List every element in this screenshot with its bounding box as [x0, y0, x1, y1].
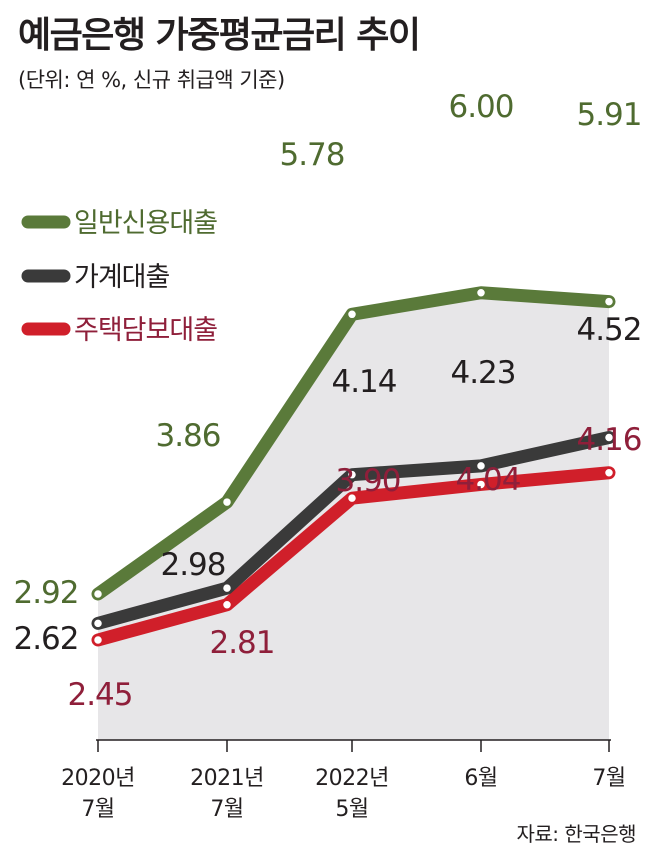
data-label-household: 4.14 — [331, 364, 396, 400]
x-tick-label-line: 7월 — [592, 766, 625, 791]
x-tick-label-1: 2021년 7월 — [190, 766, 264, 822]
data-point-household — [92, 618, 104, 629]
x-tick-label-line: 2021년 — [190, 766, 264, 791]
chart-title: 예금은행 가중평균금리 추이 — [18, 15, 421, 56]
data-point-household — [603, 432, 615, 443]
data-point-mortgage — [346, 492, 358, 504]
x-tick-label-line: 2020년 — [61, 766, 135, 791]
data-point-credit — [475, 287, 487, 299]
data-label-mortgage: 2.45 — [67, 677, 132, 713]
x-tick-label-0: 2020년 7월 — [61, 766, 135, 822]
legend-label-mortgage: 주택담보대출 — [74, 315, 217, 346]
data-label-credit: 3.86 — [155, 418, 220, 454]
data-point-credit — [346, 309, 358, 320]
data-label-household: 2.98 — [160, 547, 225, 583]
x-tick-label-2: 2022년 5월 — [315, 766, 389, 822]
data-label-credit: 5.78 — [279, 137, 344, 173]
legend-label-credit: 일반신용대출 — [74, 208, 217, 239]
data-point-mortgage — [92, 634, 104, 646]
data-point-mortgage — [603, 467, 615, 478]
data-point-household — [346, 469, 358, 480]
data-point-credit — [603, 296, 615, 307]
x-tick-label-line: 6월 — [464, 766, 497, 791]
x-tick-label-line: 2022년 — [315, 766, 389, 791]
data-label-mortgage: 2.81 — [209, 625, 274, 661]
x-tick-label-4: 7월 — [592, 766, 625, 791]
data-label-mortgage: 4.16 — [576, 422, 641, 458]
x-tick-label-line: 7월 — [210, 797, 243, 822]
data-point-household — [221, 582, 233, 594]
data-point-credit — [221, 496, 233, 508]
x-tick-label-line: 5월 — [335, 797, 368, 822]
data-label-credit: 6.00 — [448, 89, 513, 125]
background-band — [98, 292, 609, 740]
data-label-household: 4.52 — [576, 312, 641, 348]
legend-label-household: 가계대출 — [74, 262, 170, 293]
data-point-credit — [92, 588, 104, 600]
data-label-mortgage: 4.04 — [455, 462, 520, 498]
data-point-household — [475, 460, 487, 472]
x-tick-label-3: 6월 — [464, 766, 497, 791]
data-label-mortgage: 3.90 — [335, 463, 400, 499]
data-point-mortgage — [475, 479, 487, 490]
chart-subtitle: (단위: 연 %, 신규 취급액 기준) — [18, 68, 285, 92]
data-label-household: 4.23 — [450, 355, 515, 391]
data-label-credit: 5.91 — [576, 97, 641, 133]
data-label-household: 2.62 — [13, 621, 78, 657]
x-tick-label-line: 7월 — [81, 797, 114, 822]
source-note: 자료: 한국은행 — [516, 822, 637, 846]
data-point-mortgage — [221, 599, 233, 611]
data-label-credit: 2.92 — [13, 575, 78, 611]
